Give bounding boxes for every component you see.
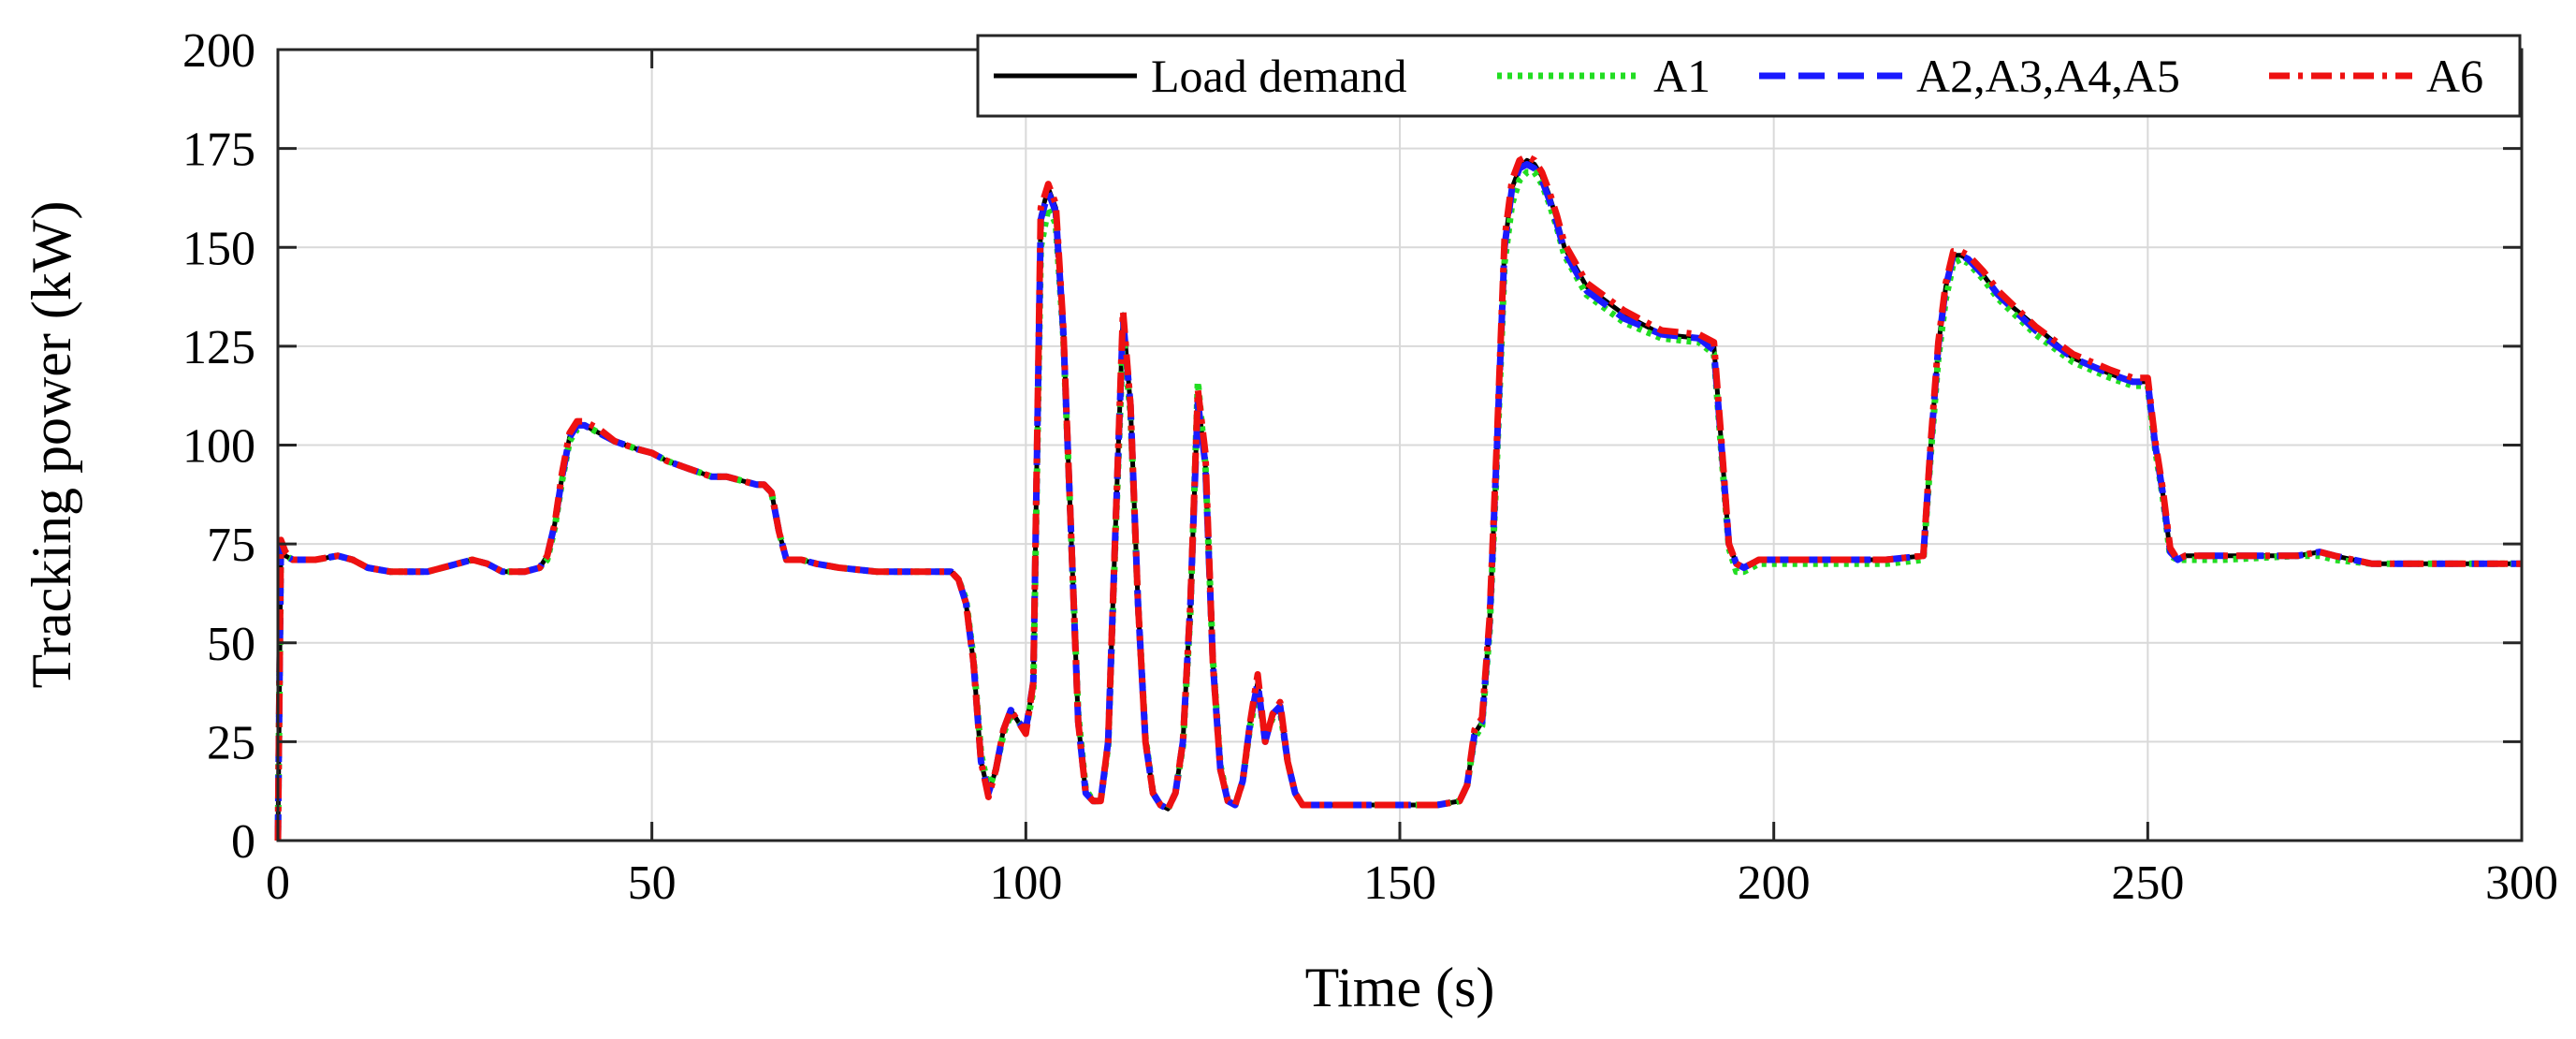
legend-label-a2-a3-a4-a5: A2,A3,A4,A5 [1916,50,2180,102]
x-axis-title: Time (s) [1305,957,1495,1018]
x-tick-labels: 0 50 100 150 200 250 300 [266,856,2558,910]
y-tick-label: 75 [207,519,255,572]
y-tick-label: 175 [182,124,255,177]
y-tick-label: 150 [182,222,255,275]
y-tick-label: 0 [231,815,255,869]
legend-label-load-demand: Load demand [1151,50,1407,102]
legend-items: Load demand A1 A2,A3,A4,A5 A6 [994,50,2483,102]
series-line-a6 [274,153,2522,841]
y-tick-label: 100 [182,420,255,474]
y-tick-label: 25 [207,716,255,769]
x-tick-label: 0 [266,856,290,910]
y-tick-label: 50 [207,618,255,671]
x-tick-label: 250 [2111,856,2184,910]
series-layer [274,153,2522,841]
y-tick-label: 200 [182,24,255,78]
legend-label-a6: A6 [2426,50,2483,102]
y-axis-title: Tracking power (kW) [21,201,82,689]
x-tick-label: 100 [989,856,1062,910]
legend-label-a1: A1 [1653,50,1710,102]
legend: Load demand A1 A2,A3,A4,A5 A6 [976,34,2522,118]
x-tick-label: 50 [628,856,677,910]
y-tick-labels: 0 25 50 75 100 125 150 175 200 [182,24,255,869]
x-tick-label: 200 [1738,856,1811,910]
legend-box [976,34,2522,118]
x-tick-label: 300 [2485,856,2558,910]
x-tick-label: 150 [1363,856,1436,910]
grid [278,50,2522,841]
y-tick-label: 125 [182,321,255,374]
